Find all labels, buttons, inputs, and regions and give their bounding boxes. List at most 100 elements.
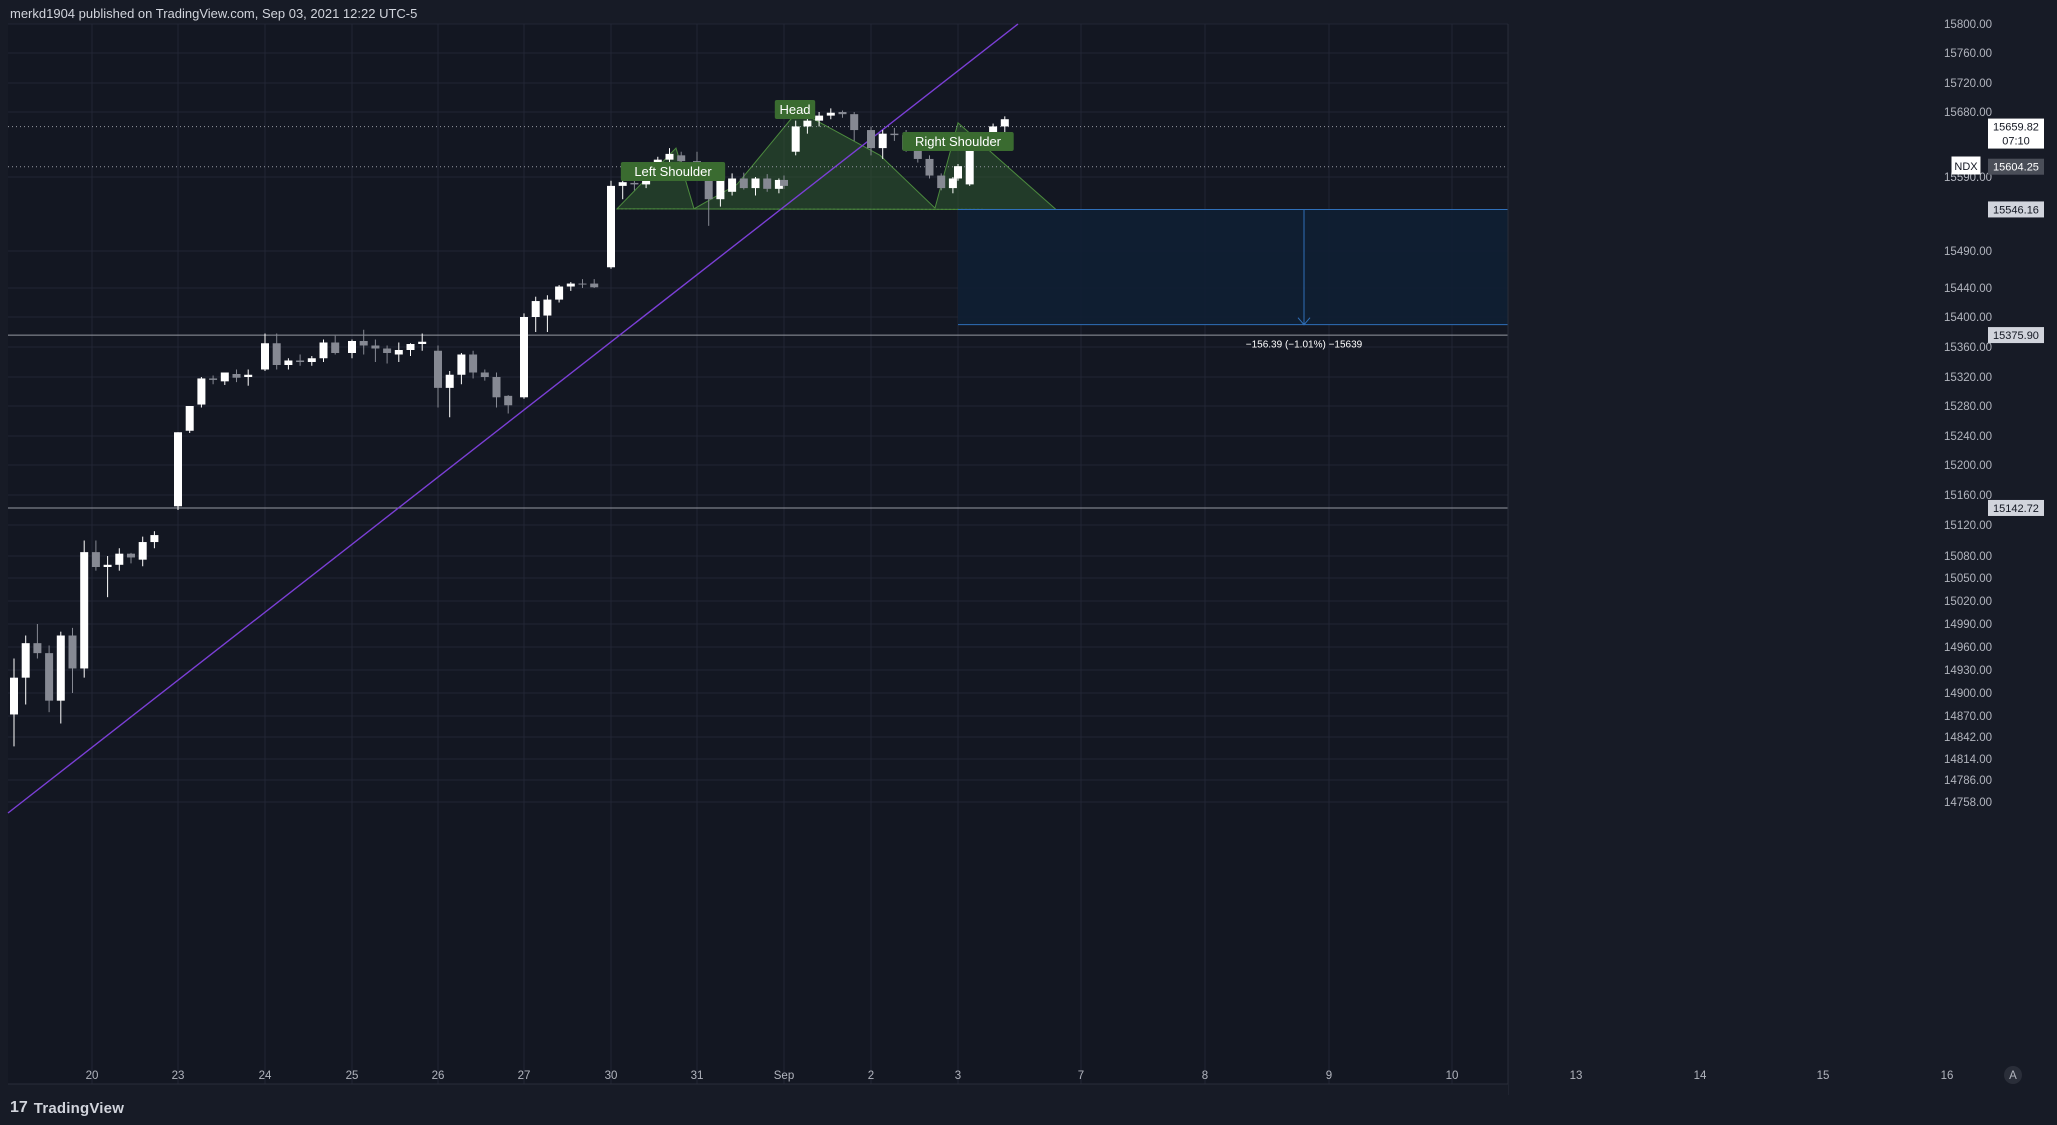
candle (763, 174, 772, 192)
candle (531, 296, 540, 332)
candle-body (948, 178, 957, 189)
candle (480, 369, 489, 381)
price-tick-label: 15240.00 (1944, 431, 1992, 443)
price-tick-label: 14842.00 (1944, 732, 1992, 744)
candle (174, 432, 182, 510)
candle (383, 345, 392, 364)
candle-body (763, 178, 772, 189)
candle-body (531, 301, 540, 317)
candle (948, 177, 957, 194)
candle (21, 635, 30, 705)
candle (850, 112, 859, 141)
price-tag-2-bg (1988, 201, 2044, 218)
candle (791, 120, 800, 156)
price-tick-label: 15590.00 (1944, 172, 1992, 184)
price-tick-label: 14814.00 (1944, 754, 1992, 766)
price-tick-label: 15280.00 (1944, 401, 1992, 413)
price-tick-label: 15120.00 (1944, 520, 1992, 532)
time-tick-label: 30 (605, 1070, 618, 1082)
candle-body (445, 374, 454, 388)
candle-body (716, 177, 725, 200)
candle (91, 540, 100, 571)
candle-body (878, 133, 887, 149)
candle-body (174, 432, 182, 507)
tradingview-brand: TradingView (33, 1099, 125, 1117)
price-tag-3: 15375.90 (1988, 327, 2044, 344)
candle (45, 645, 54, 713)
candle (348, 339, 356, 359)
price-tick-label: 15720.00 (1944, 78, 1992, 90)
candle-body (272, 343, 281, 365)
candle (826, 108, 835, 120)
candle-body (319, 342, 328, 359)
candle-body (665, 153, 674, 160)
candle-body (103, 564, 112, 567)
candle-body (45, 653, 54, 701)
candle (284, 358, 293, 370)
candle-body (359, 341, 368, 346)
candle-body (383, 348, 392, 353)
price-tag-4: 15142.72 (1988, 499, 2044, 516)
price-tick-label: 14960.00 (1944, 642, 1992, 654)
projection-arrow-head (1297, 317, 1311, 326)
candle-body (850, 114, 859, 131)
price-tick-label: 15360.00 (1944, 342, 1992, 354)
time-axis[interactable] (8, 1084, 1508, 1104)
price-tick-label: 14930.00 (1944, 665, 1992, 677)
price-tag-4-text: 15142.72 (1993, 503, 2039, 515)
candle-body (348, 341, 356, 353)
candle (492, 372, 501, 408)
candle-body (913, 149, 922, 159)
symbol-tag-text: NDX (1954, 161, 1978, 173)
candle-body (751, 178, 760, 189)
candle (80, 540, 89, 678)
candles (10, 108, 1009, 747)
candle (520, 313, 528, 399)
trendline[interactable] (7, 23, 1019, 814)
candle (590, 279, 599, 288)
candle-body (115, 553, 124, 565)
candle (209, 375, 218, 385)
candle (751, 177, 760, 196)
candle-body (480, 372, 489, 377)
candle (307, 356, 316, 366)
price-tick-label: 15490.00 (1944, 246, 1992, 258)
tradingview-logo-icon: 17 (10, 1099, 28, 1116)
candle (10, 658, 18, 747)
candle (739, 172, 748, 190)
candle-body (677, 155, 686, 162)
candle-body (728, 178, 737, 192)
candle-body (826, 112, 835, 116)
pattern-labels: Left Shoulder Head Right Shoulder (620, 100, 1014, 181)
candle-body (838, 112, 847, 115)
candle-body (197, 378, 206, 405)
candle (578, 279, 587, 288)
time-tick-label: 20 (86, 1070, 99, 1082)
head-label-bg (774, 100, 816, 119)
price-axis[interactable] (1508, 24, 2057, 1084)
price-tick-label: 14786.00 (1944, 775, 1992, 787)
time-tick-label: 7 (1078, 1070, 1084, 1082)
candle (838, 110, 847, 118)
candle (359, 329, 368, 355)
price-tag-4-bg (1988, 499, 2044, 516)
candle-body (56, 635, 65, 701)
time-axis-labels: 20 23 24 25 26 27 30 31 Sep 2 3 7 8 9 10 13 14 15 16 (86, 1070, 1954, 1082)
candle (232, 369, 241, 383)
candle (878, 130, 887, 159)
price-tag-1-bg (1988, 158, 2044, 175)
price-tag-1-text: 15604.25 (1993, 162, 2039, 174)
candle-body (418, 341, 427, 344)
price-tag-2-text: 15546.16 (1993, 204, 2039, 216)
candle (543, 295, 552, 332)
candle-body (91, 552, 100, 567)
candle (296, 354, 305, 366)
candle-body (925, 158, 934, 176)
brand-footer[interactable]: 17 TradingView (10, 1097, 124, 1119)
candle-body (296, 360, 305, 362)
auto-scale-button[interactable]: A (2004, 1066, 2022, 1084)
candle (815, 112, 824, 127)
price-tick-label: 15760.00 (1944, 48, 1992, 60)
